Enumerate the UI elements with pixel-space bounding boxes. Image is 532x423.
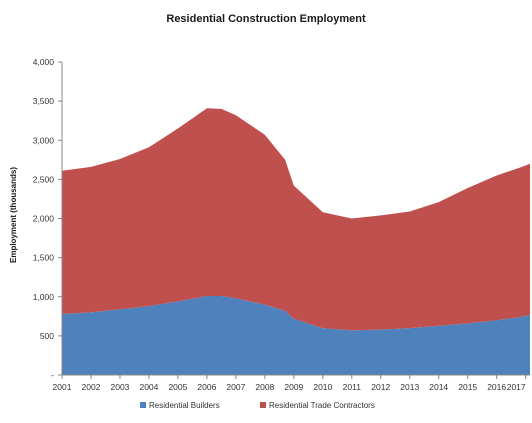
x-tick-label: 2012	[371, 382, 390, 392]
x-tick-label: 2013	[400, 382, 419, 392]
x-tick-label: 2002	[82, 382, 101, 392]
chart-title: Residential Construction Employment	[166, 13, 366, 25]
x-tick-label: 2011	[343, 382, 362, 392]
x-tick-label: 2016	[487, 382, 506, 392]
x-tick-label: 2003	[110, 382, 129, 392]
y-tick-label: 500	[40, 331, 54, 341]
y-tick-label: 2,500	[33, 174, 55, 184]
legend: Residential Builders Residential Trade Co…	[140, 401, 375, 410]
y-tick-label: 1,500	[33, 253, 55, 263]
y-tick-label: 2,000	[33, 214, 55, 224]
x-tick-label: 2010	[313, 382, 332, 392]
y-tick-label: 1,000	[33, 292, 55, 302]
legend-swatch	[140, 402, 146, 408]
x-tick-label: 2007	[226, 382, 245, 392]
x-tick-label: 2015	[458, 382, 477, 392]
plot-area	[62, 108, 530, 375]
x-axis: 2001 2002 2003 2004 2005 2006 2007 2008 2009 2010…	[53, 374, 530, 392]
y-axis: - 500 1,000 1,500 2,000 2,500 3,000 3,500 4,000	[33, 57, 63, 380]
x-tick-label: 2004	[139, 382, 158, 392]
x-tick-label: 2006	[197, 382, 216, 392]
x-tick-label: 2009	[284, 382, 303, 392]
y-tick-label: 3,000	[33, 135, 55, 145]
area-series-residential-trade-contractors	[62, 108, 530, 331]
x-tick-label: 2017	[507, 382, 526, 392]
x-tick-label: 2001	[53, 382, 72, 392]
x-tick-label: 2005	[168, 382, 187, 392]
legend-swatch	[260, 402, 266, 408]
legend-label: Residential Trade Contractors	[269, 401, 375, 410]
x-tick-label: 2014	[429, 382, 448, 392]
y-tick-label: -	[51, 370, 54, 380]
x-tick-label: 2008	[255, 382, 274, 392]
y-tick-label: 4,000	[33, 57, 55, 67]
y-tick-label: 3,500	[33, 96, 55, 106]
legend-label: Residential Builders	[149, 401, 220, 410]
area-series-residential-builders	[62, 296, 530, 375]
y-axis-title: Employment (thousands)	[9, 167, 18, 263]
